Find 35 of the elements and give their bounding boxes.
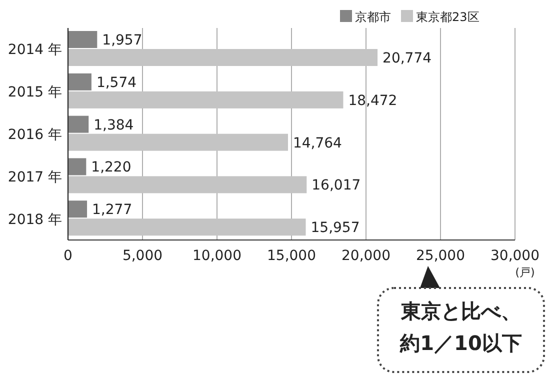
bar: [68, 218, 306, 236]
data-label: 1,957: [102, 32, 142, 48]
data-label: 1,384: [94, 117, 134, 134]
x-tick-label: 5,000: [122, 248, 163, 264]
y-tick-label: 2016 年: [8, 127, 62, 143]
bar: [68, 200, 88, 218]
bar: [68, 31, 98, 48]
data-label: 1,220: [91, 160, 132, 176]
bar: [68, 91, 344, 108]
x-tick-label: 0: [64, 248, 72, 264]
y-tick-label: 2014 年: [8, 42, 62, 58]
x-tick-label: 30,000: [490, 248, 540, 264]
x-tick-label: 20,000: [342, 248, 390, 264]
bar: [68, 158, 86, 176]
legend-label: 京都市: [355, 10, 391, 24]
x-tick-label: 15,000: [267, 248, 316, 264]
data-label: 14,764: [292, 135, 342, 152]
x-tick-label: 25,000: [416, 248, 465, 264]
y-tick-label: 2015 年: [8, 84, 62, 101]
x-tick-label: 10,000: [192, 248, 242, 264]
data-label: 1,574: [96, 74, 137, 91]
y-tick-label: 2018 年: [8, 212, 62, 228]
data-label: 18,472: [348, 92, 398, 109]
bar: [68, 49, 378, 66]
bar: [68, 176, 307, 194]
data-label: 15,957: [310, 220, 360, 236]
bar: [68, 73, 92, 90]
data-label: 1,277: [92, 202, 132, 218]
data-label: 20,774: [382, 50, 432, 66]
bar: [68, 134, 288, 151]
y-tick-label: 2017 年: [8, 169, 62, 186]
x-axis-title: (戸): [515, 266, 535, 279]
legend-label: 東京都23区: [416, 10, 480, 24]
data-label: 16,017: [312, 178, 361, 194]
bar: [68, 116, 89, 133]
